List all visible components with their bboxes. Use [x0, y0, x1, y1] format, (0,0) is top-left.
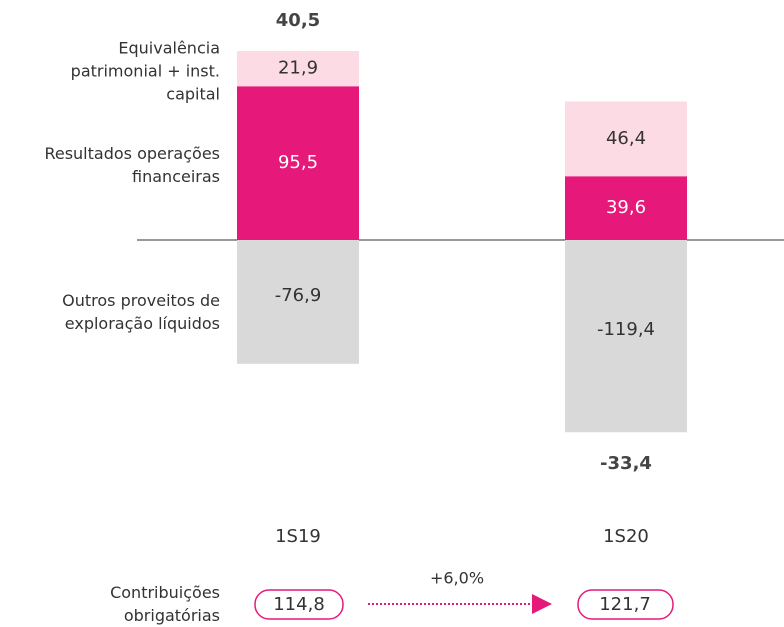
change-label: +6,0%: [430, 569, 484, 588]
pill: [254, 589, 344, 620]
series-label: Resultados operações financeiras: [44, 144, 220, 187]
bar-segment: [565, 176, 687, 240]
series-label: Equivalência patrimonial + inst. capital: [70, 38, 220, 104]
series-label: Outros proveitos de exploração líquidos: [62, 290, 220, 333]
category-label: 1S20: [603, 526, 649, 547]
value-label: 46,4: [606, 128, 646, 149]
bar-segment: [237, 86, 359, 241]
pill: [577, 589, 674, 620]
value-label: -119,4: [597, 319, 655, 340]
category-label: 1S19: [275, 526, 321, 547]
bar-segment: [237, 51, 359, 87]
value-label: -76,9: [275, 285, 322, 306]
value-label: 21,9: [278, 58, 318, 79]
bar-segment: [237, 240, 359, 364]
total-label: -33,4: [600, 453, 652, 474]
contribution-value: 114,8: [273, 594, 325, 615]
bar-segment: [565, 240, 687, 433]
contribution-value: 121,7: [599, 594, 651, 615]
contribution-label: Contribuições obrigatórias: [110, 583, 220, 625]
total-label: 40,5: [276, 10, 320, 31]
bar-segment: [565, 101, 687, 177]
value-label: 39,6: [606, 197, 646, 218]
value-label: 95,5: [278, 152, 318, 173]
